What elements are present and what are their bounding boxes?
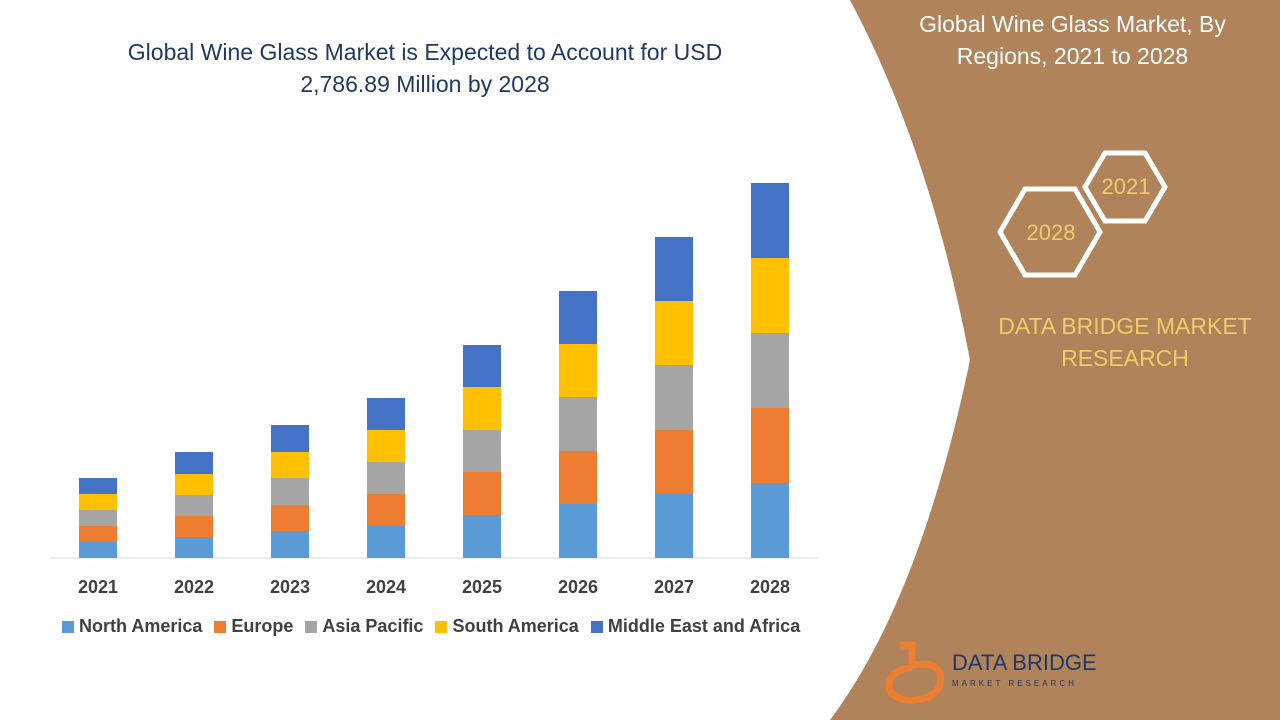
legend-label: Europe (231, 616, 294, 636)
bar-segment (175, 452, 213, 474)
x-tick-label: 2028 (750, 577, 790, 597)
bar-segment (655, 237, 693, 301)
legend-item: South America (435, 616, 579, 637)
bar-segment (751, 483, 789, 558)
bar-segment (175, 474, 213, 495)
legend-label: Middle East and Africa (607, 616, 801, 636)
legend-item: Asia Pacific (305, 616, 423, 637)
legend: North America Europe Asia Pacific South Ame… (62, 616, 800, 637)
legend-item: North America (62, 616, 202, 637)
bar-segment (463, 430, 501, 472)
legend-swatch (214, 620, 227, 633)
bar-segment (751, 258, 789, 333)
bar-segment (79, 510, 117, 526)
x-tick-label: 2024 (366, 577, 406, 597)
bar-segment (559, 504, 597, 558)
side-panel (830, 0, 1280, 720)
bar-segment (175, 516, 213, 537)
hexagon (1082, 150, 1168, 224)
logo-name: DATA BRIDGE (952, 650, 1097, 675)
bar-segment (271, 425, 309, 452)
x-tick-label: 2021 (78, 577, 118, 597)
bar-segment (655, 301, 693, 365)
bar-segment (175, 495, 213, 516)
bar-segment (559, 451, 597, 504)
bar-segment (367, 526, 405, 558)
bar-segment (751, 183, 789, 258)
bar-segment (271, 452, 309, 478)
legend-swatch (305, 620, 318, 633)
hexagon-label: 2021 (1102, 174, 1151, 199)
bar-segment (367, 398, 405, 430)
bar-segment (79, 542, 117, 558)
x-tick-label: 2025 (462, 577, 502, 597)
chart-title: Global Wine Glass Market is Expected to … (127, 39, 723, 97)
bar-segment (463, 387, 501, 430)
bar-segment (367, 430, 405, 462)
legend-item: Middle East and Africa (590, 616, 801, 637)
bar-segment (271, 478, 309, 505)
hexagon-label: 2028 (1027, 220, 1076, 245)
legend-item: Europe (214, 616, 293, 637)
brand-text: DATA BRIDGE MARKET RESEARCH (998, 313, 1252, 371)
legend-label: South America (452, 616, 579, 636)
bar-segment (79, 478, 117, 494)
bar-segment (559, 291, 597, 344)
legend-swatch (590, 620, 603, 633)
legend-label: Asia Pacific (322, 616, 424, 636)
bar-segment (751, 333, 789, 408)
bar-segment (367, 494, 405, 526)
bar-segment (655, 494, 693, 558)
logo-tagline: MARKET RESEARCH (952, 679, 1077, 688)
bar-segment (559, 344, 597, 397)
legend-swatch (435, 620, 448, 633)
bar-segment (271, 531, 309, 558)
bar-segment (367, 462, 405, 494)
bar-segment (79, 526, 117, 542)
bar-segment (463, 472, 501, 515)
bar-segment (559, 397, 597, 451)
x-tick-label: 2023 (270, 577, 310, 597)
legend-swatch (62, 620, 74, 633)
bar-segment (79, 494, 117, 510)
bar-segment (175, 537, 213, 558)
hexagon (997, 186, 1103, 278)
bar-segment (271, 505, 309, 531)
bar-segment (751, 408, 789, 483)
bar-segment (463, 515, 501, 558)
bar-segment (655, 430, 693, 494)
x-tick-label: 2022 (174, 577, 214, 597)
x-tick-label: 2027 (654, 577, 694, 597)
logo-mark (885, 641, 945, 704)
bar-segment (655, 365, 693, 430)
legend-label: North America (79, 616, 203, 636)
x-tick-label: 2026 (558, 577, 598, 597)
bar-segment (463, 345, 501, 387)
panel-heading: Global Wine Glass Market, By Regions, 20… (919, 11, 1226, 69)
